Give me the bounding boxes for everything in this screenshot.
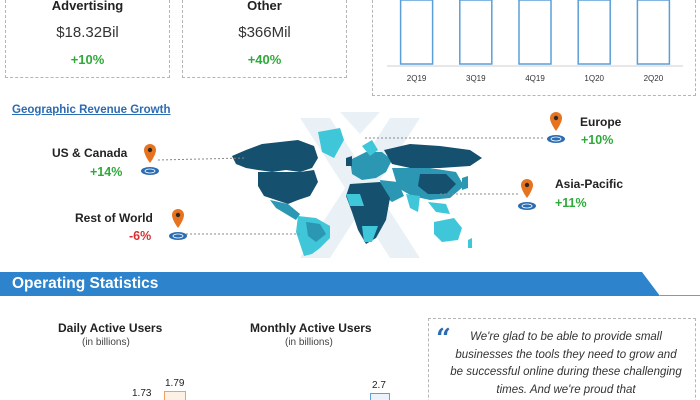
mau-bar-current (370, 393, 390, 400)
map-australia (434, 218, 462, 242)
map-scandinavia (362, 140, 378, 156)
region-us-canada-change: +14% (90, 165, 123, 179)
chart-tick-label-3Q19: 3Q19 (466, 74, 486, 83)
other-change: +40% (247, 52, 282, 67)
map-mexico (270, 200, 300, 220)
map-greenland (318, 128, 344, 158)
map-usa (258, 170, 318, 204)
region-rest-of-world-name: Rest of World (75, 211, 153, 225)
chart-bar-1Q20 (577, 0, 611, 65)
dau-value-current: 1.79 (165, 378, 185, 389)
quarterly-chart: 2Q19 3Q19 4Q19 1Q20 2Q20 (372, 0, 696, 96)
world-map (141, 112, 565, 258)
quarterly-chart-svg: 2Q19 3Q19 4Q19 1Q20 2Q20 (387, 0, 683, 83)
mau-subtitle: (in billions) (285, 337, 333, 348)
map-europe (350, 152, 392, 180)
pin-asia-pacific-icon (518, 179, 536, 210)
chart-bar-4Q19 (518, 0, 552, 65)
advertising-change: +10% (70, 52, 105, 67)
operating-stats-title: Operating Statistics (12, 275, 159, 292)
map-canada (232, 140, 318, 172)
map-africa-west (346, 194, 364, 206)
operating-stats-header-bar (0, 272, 700, 296)
map-india (406, 194, 420, 212)
pin-us-canada-icon (141, 144, 159, 175)
region-rest-of-world-change: -6% (129, 229, 152, 243)
region-europe-change: +10% (581, 133, 614, 147)
map-brazil (306, 222, 326, 242)
quote-mark-icon: “ (436, 324, 451, 354)
other-value: $366Mil (238, 24, 291, 41)
chart-bar-2Q19 (399, 0, 434, 65)
region-us-canada-name: US & Canada (52, 146, 128, 160)
advertising-title: Advertising (51, 0, 124, 13)
mau-title: Monthly Active Users (250, 321, 372, 335)
mau-value-current: 2.7 (372, 380, 386, 391)
dau-title: Daily Active Users (58, 321, 163, 335)
connector-us-canada (157, 157, 246, 161)
map-china (418, 174, 456, 194)
dau-subtitle: (in billions) (82, 337, 130, 348)
other-title: Other (247, 0, 282, 13)
chart-bar-3Q19 (459, 0, 493, 65)
region-asia-pacific-name: Asia-Pacific (555, 177, 624, 191)
chart-tick-label-2Q20: 2Q20 (644, 74, 664, 83)
chart-tick-label-2Q19: 2Q19 (407, 74, 427, 83)
map-russia (384, 144, 482, 168)
map-uk (346, 156, 352, 166)
map-japan (462, 176, 468, 190)
dau-value-prev: 1.73 (132, 388, 152, 399)
pin-rest-of-world-icon (169, 209, 187, 240)
dau-bar-current (164, 391, 186, 400)
map-nz (468, 238, 472, 248)
region-europe-name: Europe (580, 115, 622, 129)
chart-tick-label-4Q19: 4Q19 (525, 74, 545, 83)
other-card: Other $366Mil +40% (182, 0, 347, 78)
map-africa-south (362, 226, 378, 242)
advertising-card: Advertising $18.32Bil +10% (5, 0, 170, 78)
map-se-asia (428, 202, 450, 214)
pin-europe-icon (547, 112, 565, 143)
chart-tick-label-1Q20: 1Q20 (584, 74, 604, 83)
quote-box (428, 318, 696, 400)
geo-section-title: Geographic Revenue Growth (12, 104, 171, 116)
chart-bar-2Q20 (636, 0, 671, 65)
advertising-value: $18.32Bil (56, 24, 119, 41)
quote-text: We're glad to be able to provide small b… (450, 331, 682, 396)
region-asia-pacific-change: +11% (555, 196, 587, 210)
